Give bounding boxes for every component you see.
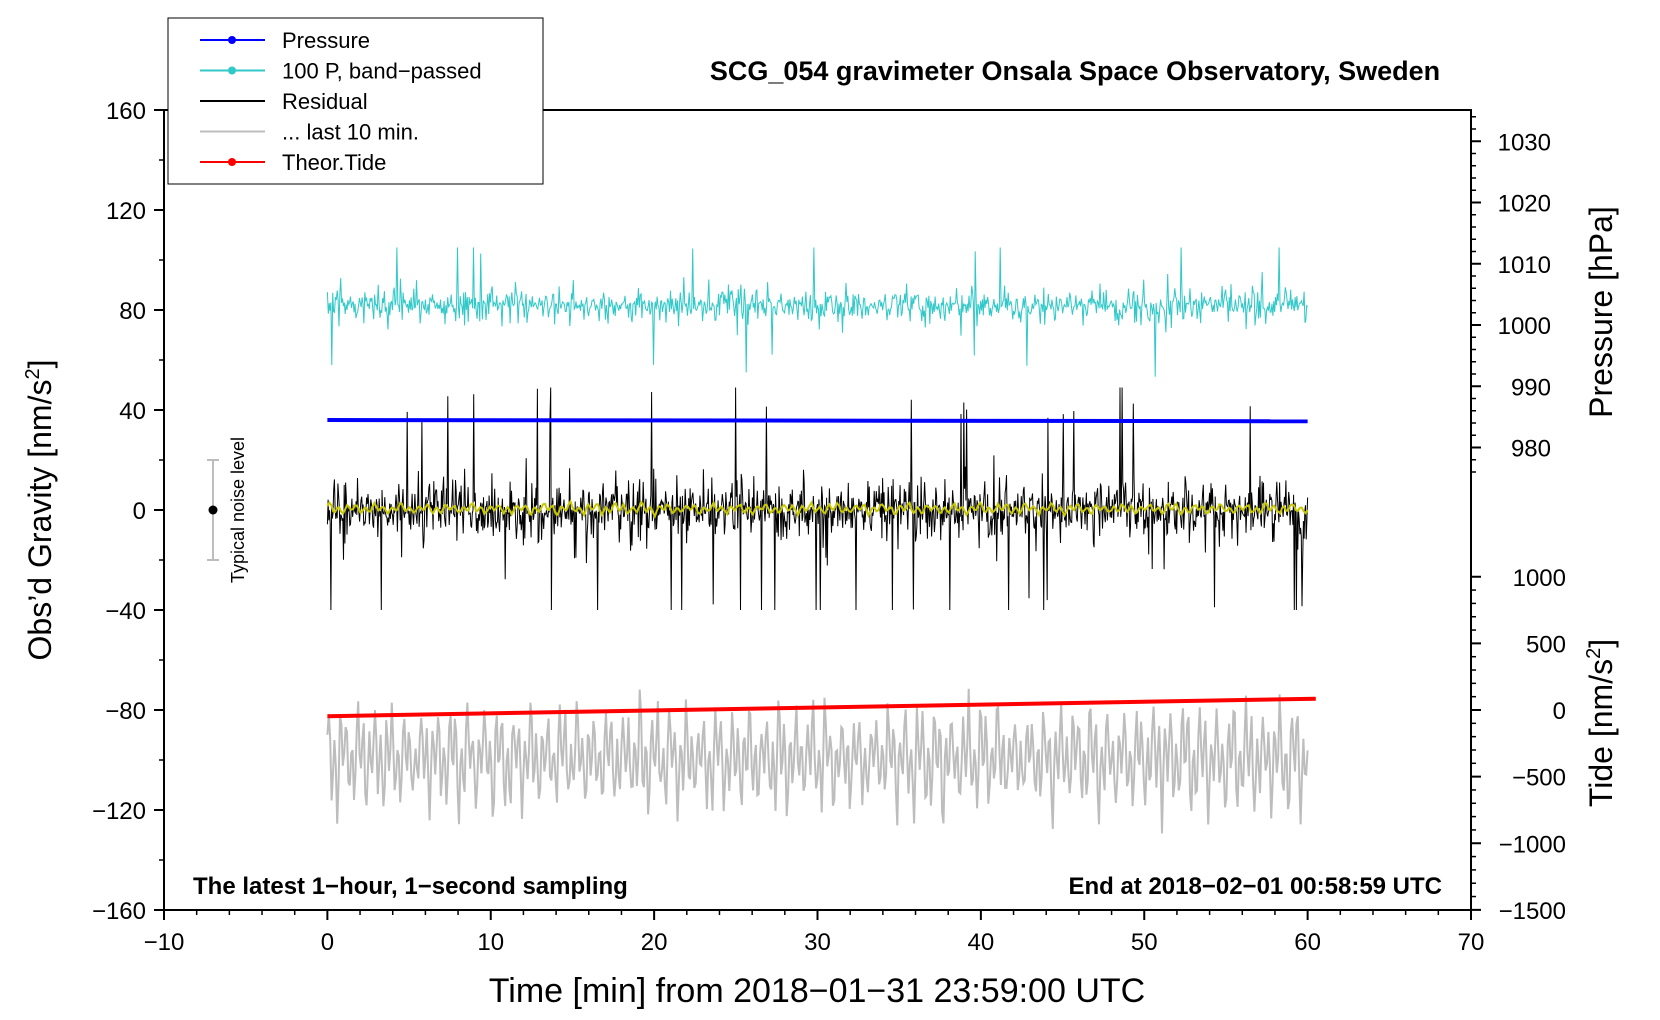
y-tick-label: −40: [105, 598, 146, 625]
pressure-tick-label: 980: [1511, 436, 1551, 463]
y-tick-label: 40: [119, 398, 146, 425]
series-last-10-min: [326, 688, 1309, 834]
series-theor-tide: [327, 696, 1316, 719]
chart-title: SCG_054 gravimeter Onsala Space Observat…: [710, 56, 1440, 86]
note-left: The latest 1−hour, 1−second sampling: [193, 873, 628, 900]
x-tick-label: 50: [1131, 929, 1158, 956]
legend-marker: [228, 36, 236, 44]
legend-label: ... last 10 min.: [282, 120, 419, 145]
tide-tick-label: 0: [1553, 698, 1566, 725]
y-tick-label: −120: [92, 798, 146, 825]
pressure-tick-label: 1020: [1498, 191, 1551, 218]
x-tick-label: −10: [144, 929, 185, 956]
tide-tick-label: −1500: [1499, 898, 1566, 925]
x-tick-label: 40: [968, 929, 995, 956]
pressure-tick-label: 1000: [1498, 313, 1551, 340]
x-tick-label: 60: [1294, 929, 1321, 956]
x-tick-label: 30: [804, 929, 831, 956]
x-axis-label: Time [min] from 2018−01−31 23:59:00 UTC: [489, 972, 1145, 1010]
pressure-tick-label: 990: [1511, 374, 1551, 401]
tide-tick-label: −1000: [1499, 831, 1566, 858]
tide-tick-label: 1000: [1513, 565, 1566, 592]
legend-marker: [228, 66, 236, 75]
y-tick-label: −160: [92, 898, 146, 925]
pressure-tick-label: 1010: [1498, 252, 1551, 279]
y-axis-label-pressure: Pressure [hPa]: [1583, 206, 1619, 418]
legend-marker: [228, 158, 236, 166]
y-axis-label-gravity: Obs’d Gravity [nm/s2]: [22, 360, 58, 661]
y-tick-label: 80: [119, 298, 146, 325]
note-right: End at 2018−02−01 00:58:59 UTC: [1068, 873, 1442, 900]
x-tick-label: 0: [321, 929, 334, 956]
series-band-passed-pressure: [326, 247, 1308, 377]
pressure-tick-label: 1030: [1498, 129, 1551, 156]
series-residual-smoothed: [326, 498, 1309, 520]
legend-label: Theor.Tide: [282, 150, 386, 175]
legend-label: Residual: [282, 89, 368, 114]
noise-label: Typical noise level: [228, 437, 248, 583]
y-tick-label: 0: [133, 498, 146, 525]
x-tick-label: 20: [641, 929, 668, 956]
series-residual: [326, 387, 1309, 611]
y-axis-label-tide: Tide [nm/s2]: [1583, 639, 1619, 807]
series-pressure: [327, 418, 1308, 424]
x-tick-label: 70: [1458, 929, 1485, 956]
tide-tick-label: −500: [1512, 765, 1566, 792]
y-tick-label: 120: [106, 198, 146, 225]
y-tick-label: −80: [105, 698, 146, 725]
y-tick-label: 160: [106, 98, 146, 125]
legend: Pressure 100 P, band−passed Residual ... la…: [167, 17, 544, 185]
x-tick-label: 10: [477, 929, 504, 956]
tide-tick-label: 500: [1526, 631, 1566, 658]
legend-label: 100 P, band−passed: [282, 59, 482, 84]
noise-bar-center: [208, 505, 218, 515]
legend-label: Pressure: [282, 28, 370, 53]
